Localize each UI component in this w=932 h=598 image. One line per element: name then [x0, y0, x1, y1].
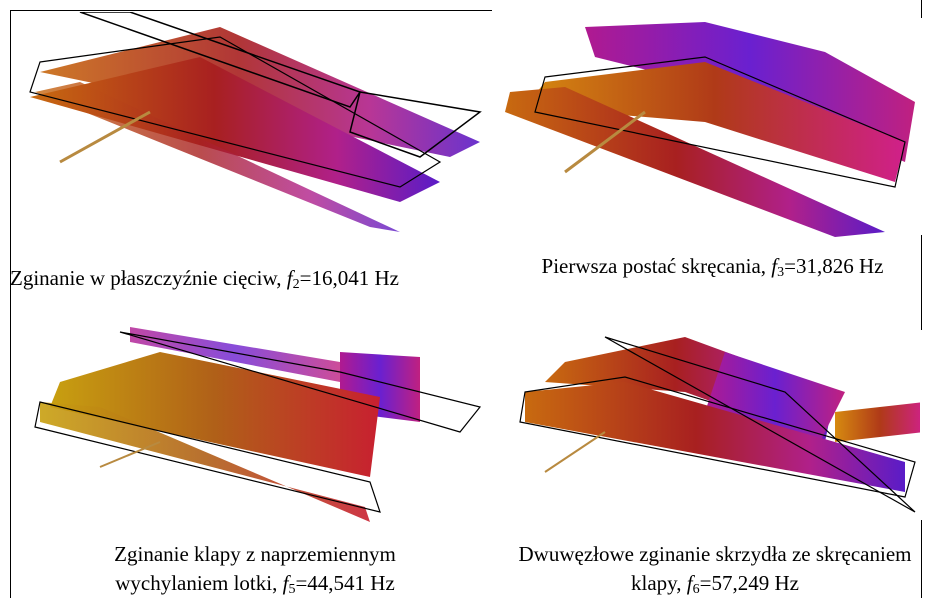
figure-caption: Zginanie w płaszczyźnie cięciw, f2=16,04… — [10, 264, 505, 293]
table-rule — [10, 10, 492, 11]
mode-shape-image — [20, 12, 500, 237]
caption-text: Pierwsza postać skręcania, — [542, 254, 772, 278]
caption-value: =57,249 Hz — [700, 571, 799, 595]
caption-subscript: 2 — [293, 277, 300, 292]
table-rule — [10, 10, 11, 598]
figure-caption: Dwuwęzłowe zginanie skrzydła ze skręcani… — [515, 540, 915, 598]
table-rule — [921, 520, 922, 598]
mode-shape-image — [505, 12, 920, 237]
caption-value: =16,041 Hz — [300, 266, 399, 290]
caption-subscript: 6 — [693, 582, 700, 597]
figure-page: Zginanie w płaszczyźnie cięciw, f2=16,04… — [0, 0, 932, 598]
caption-value: =31,826 Hz — [784, 254, 883, 278]
caption-value: =44,541 Hz — [295, 571, 394, 595]
caption-text: Zginanie w płaszczyźnie cięciw, — [10, 266, 287, 290]
table-rule — [921, 0, 922, 18]
figure-caption: Pierwsza postać skręcania, f3=31,826 Hz — [505, 252, 920, 281]
table-rule — [921, 235, 922, 330]
mode-shape-image — [20, 322, 500, 522]
mode-shape-image — [505, 322, 920, 522]
figure-caption: Zginanie klapy z naprzemiennym wychylani… — [65, 540, 445, 598]
